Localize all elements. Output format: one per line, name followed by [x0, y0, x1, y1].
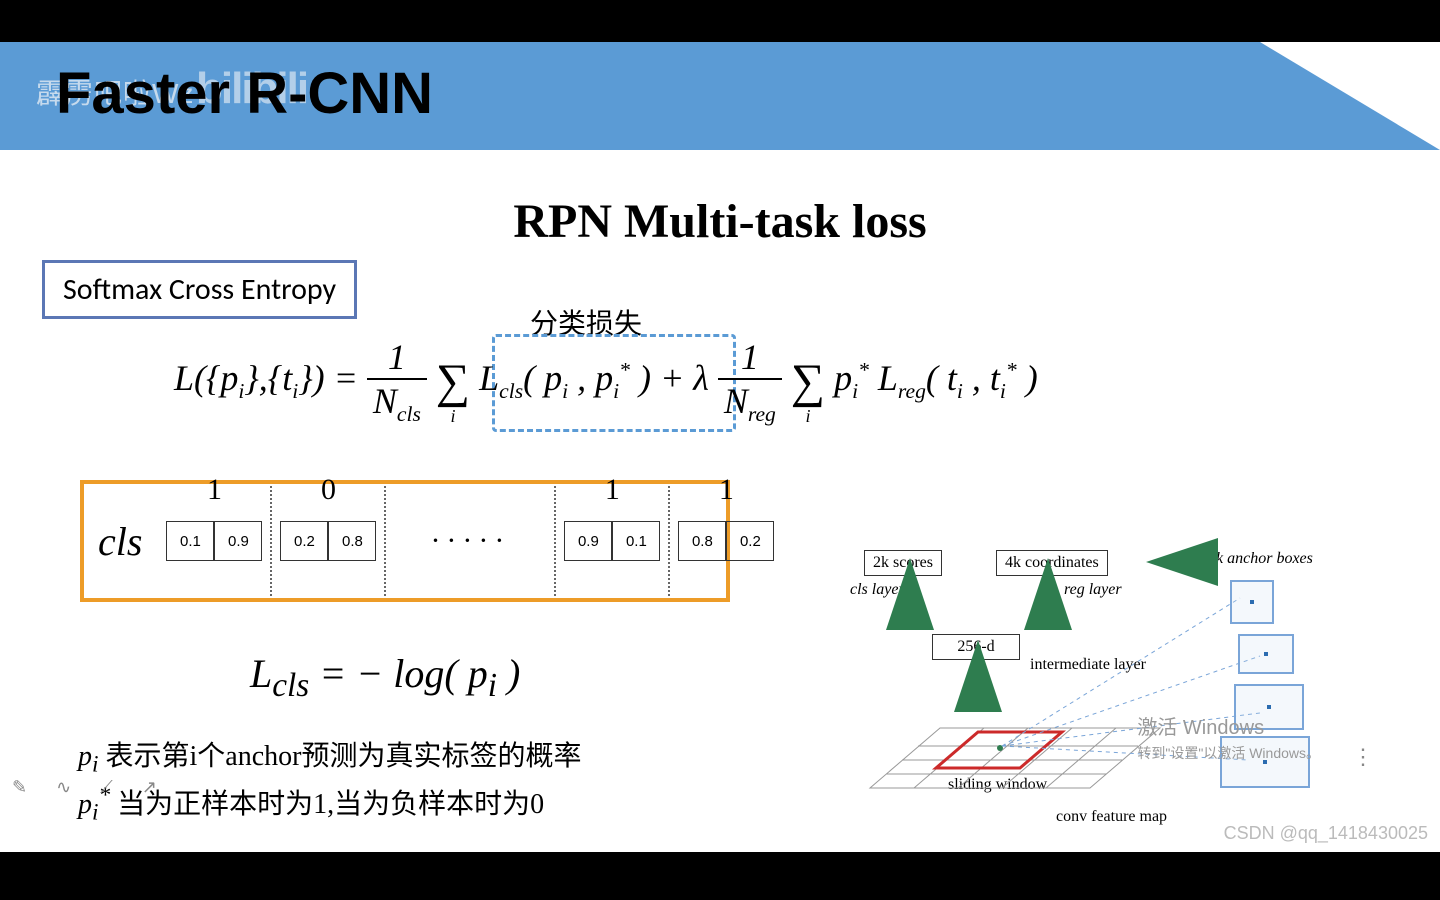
sum-cls: ∑i — [436, 354, 470, 409]
lcls-formula: Lcls = − log( pi ) — [250, 650, 520, 705]
cls-group-1: 0 0.2 0.8 — [280, 521, 376, 561]
cls-cell: 0.2 — [726, 521, 774, 561]
bottom-bar — [0, 852, 1440, 900]
divider — [270, 486, 272, 596]
cls-cell: 0.2 — [280, 521, 328, 561]
plus-lambda: + λ — [660, 358, 718, 398]
slide-content: 霹雳吧啦Wz bilibili Faster R-CNN RPN Multi-t… — [0, 42, 1440, 852]
note-pi: pi 表示第i个anchor预测为真实标签的概率 — [78, 734, 581, 779]
cls-cell: 0.1 — [612, 521, 660, 561]
sum-reg: ∑i — [791, 354, 825, 409]
anchor-box — [1238, 634, 1294, 674]
divider — [384, 486, 386, 596]
csdn-watermark: CSDN @qq_1418430025 — [1224, 823, 1428, 844]
anchor-box — [1230, 580, 1274, 624]
term-lcls: Lcls( pi , pi* ) — [479, 358, 660, 398]
fraction-nreg: 1 Nreg — [718, 336, 782, 427]
ellipsis: ····· — [394, 524, 546, 558]
cls-cell: 0.8 — [678, 521, 726, 561]
divider — [668, 486, 670, 596]
slide-title: Faster R-CNN — [56, 60, 433, 127]
loss-formula: L({pi},{ti}) = 1 Ncls ∑i Lcls( pi , pi* … — [174, 336, 1038, 427]
cls-cell: 0.9 — [214, 521, 262, 561]
cls-label: cls — [84, 518, 166, 565]
term-lreg: pi* Lreg( ti , ti* ) — [834, 358, 1038, 398]
menu-dots-icon[interactable]: ⋮ — [1352, 744, 1374, 770]
divider — [554, 486, 556, 596]
cls-group-0: 1 0.1 0.9 — [166, 521, 262, 561]
windows-activation-hint: 激活 Windows 转到"设置"以激活 Windows。 — [1137, 713, 1320, 764]
rpn-architecture-diagram: 2k scores 4k coordinates cls layer reg l… — [830, 508, 1390, 828]
fraction-ncls: 1 Ncls — [367, 336, 427, 427]
cls-output-row: cls 1 0.1 0.9 0 0.2 0.8 ····· 1 0.9 0.1 … — [80, 480, 730, 602]
softmax-label-box: Softmax Cross Entropy — [42, 260, 357, 319]
cls-group-2: 1 0.9 0.1 — [564, 521, 660, 561]
cls-cell: 0.9 — [564, 521, 612, 561]
formula-lhs: L({pi},{ti}) = — [174, 358, 367, 398]
cls-cell: 0.8 — [328, 521, 376, 561]
cls-group-3: 1 0.8 0.2 — [678, 521, 774, 561]
main-heading: RPN Multi-task loss — [0, 194, 1440, 249]
cls-cell: 0.1 — [166, 521, 214, 561]
drawing-tools-icons[interactable]: ✎ ∿ ⟋ ↗ — [12, 777, 169, 798]
